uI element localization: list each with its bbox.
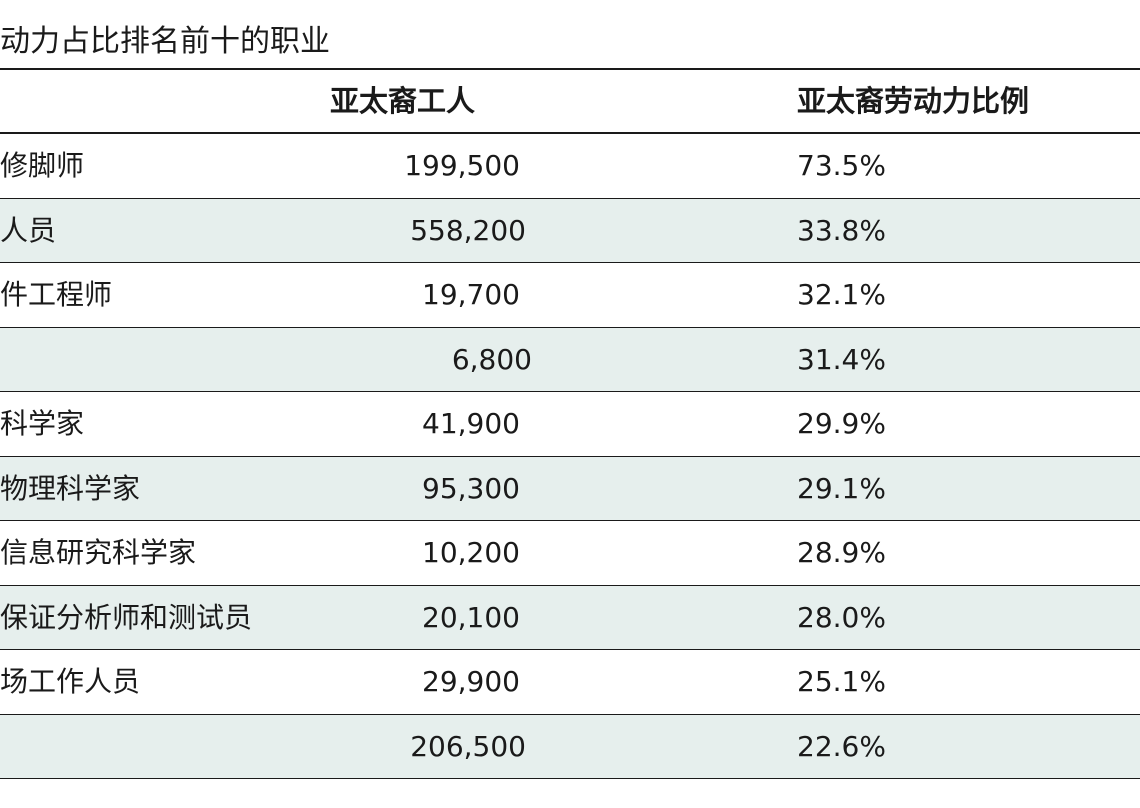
share-cell: 33.8% (797, 213, 886, 247)
occupation-cell: 人员 (0, 213, 57, 247)
occupation-cell: 科学家 (0, 407, 85, 440)
table-header-row: 亚太裔工人 亚太裔劳动力比例 (0, 70, 1140, 134)
header-workers: 亚太裔工人 (330, 84, 476, 118)
workers-cell: 29,900 (422, 665, 520, 698)
table-row: 人员 558,200 33.8% (0, 198, 1140, 263)
share-cell: 29.1% (797, 471, 886, 505)
share-cell: 28.9% (797, 536, 886, 569)
occupation-cell: 物理科学家 (0, 471, 141, 505)
workers-cell: 6,800 (451, 342, 532, 376)
share-cell: 29.9% (797, 407, 886, 440)
occupation-cell: 件工程师 (0, 278, 113, 311)
table-row: 206,500 22.6% (0, 714, 1140, 779)
workers-cell: 20,100 (422, 600, 520, 634)
share-cell: 73.5% (797, 149, 886, 182)
share-cell: 32.1% (797, 278, 886, 311)
header-share: 亚太裔劳动力比例 (797, 84, 1030, 118)
workers-cell: 41,900 (422, 407, 520, 440)
share-cell: 31.4% (797, 342, 886, 376)
workers-cell: 95,300 (422, 471, 520, 505)
table-row: 物理科学家 95,300 29.1% (0, 456, 1140, 521)
share-cell: 22.6% (797, 729, 886, 763)
occupation-cell: 修脚师 (0, 149, 85, 182)
share-cell: 25.1% (797, 665, 886, 698)
table-row: 场工作人员 29,900 25.1% (0, 650, 1140, 715)
workers-cell: 558,200 (410, 213, 526, 247)
occupation-cell: 信息研究科学家 (0, 536, 197, 569)
table-body: 修脚师 199,500 73.5% 人员 558,200 33.8% 件工程师 19,700 3… (0, 134, 1140, 779)
table-row: 信息研究科学家 10,200 28.9% (0, 521, 1140, 586)
workers-cell: 10,200 (422, 536, 520, 569)
table-row: 6,800 31.4% (0, 327, 1140, 392)
share-cell: 28.0% (797, 600, 886, 634)
table-row: 件工程师 19,700 32.1% (0, 263, 1140, 328)
table-row: 科学家 41,900 29.9% (0, 392, 1140, 457)
table-row: 修脚师 199,500 73.5% (0, 134, 1140, 199)
occupation-table: 亚太裔工人 亚太裔劳动力比例 修脚师 199,500 73.5% 人员 558,200 3… (0, 68, 1140, 779)
occupation-cell: 场工作人员 (0, 665, 141, 698)
workers-cell: 19,700 (422, 278, 520, 311)
occupation-cell: 保证分析师和测试员 (0, 600, 253, 634)
table-row: 保证分析师和测试员 20,100 28.0% (0, 585, 1140, 650)
workers-cell: 199,500 (404, 149, 520, 182)
workers-cell: 206,500 (410, 729, 526, 763)
page-title: 动力占比排名前十的职业 (0, 24, 330, 59)
